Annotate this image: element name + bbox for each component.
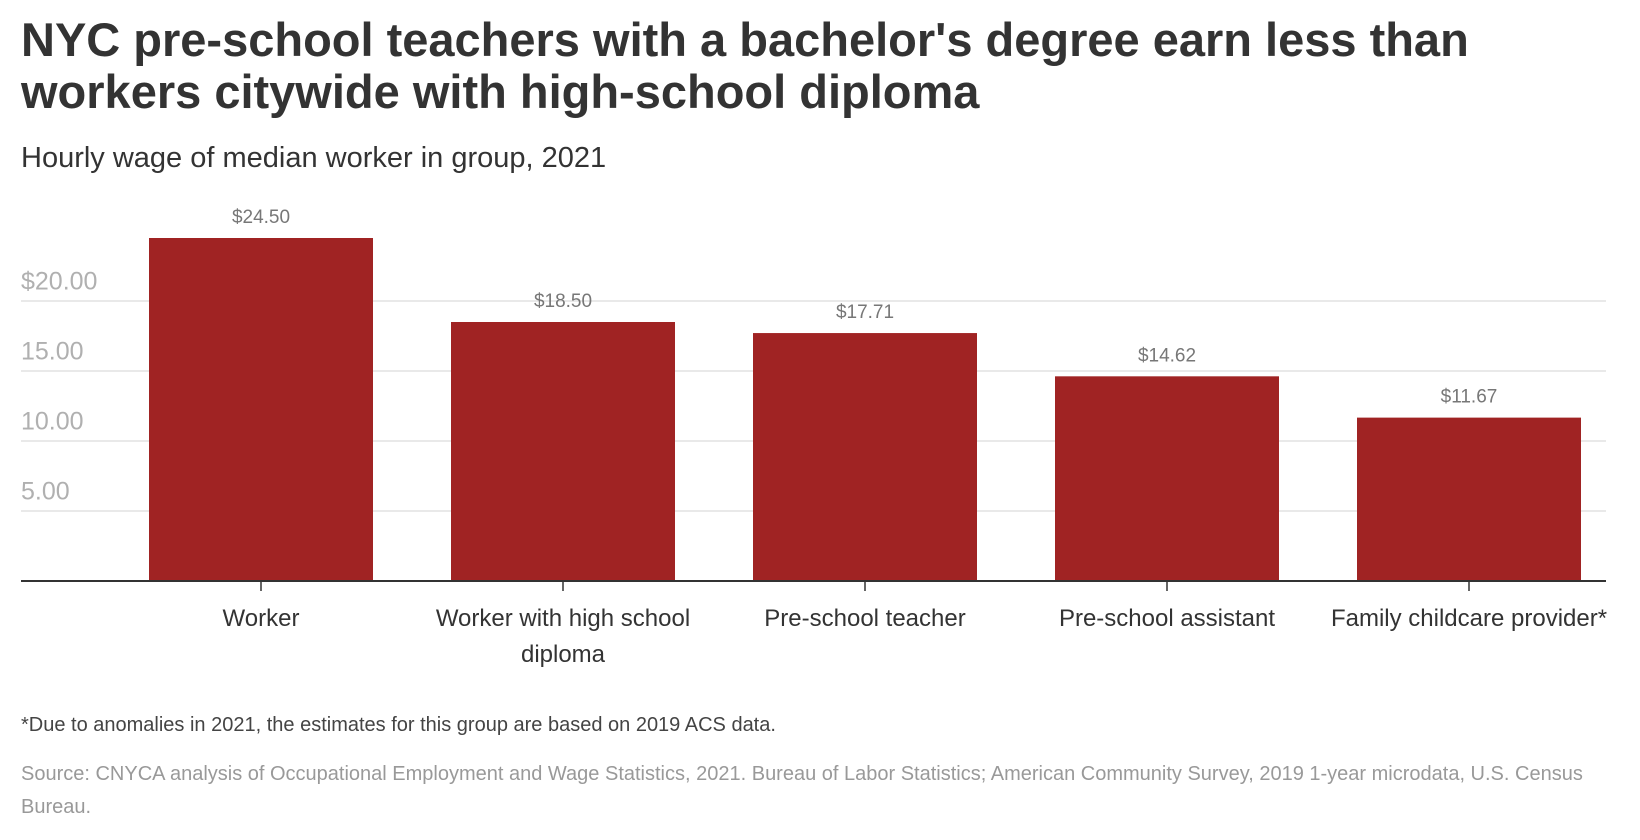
value-label: $24.50 [232, 207, 290, 228]
bar [753, 333, 977, 581]
y-tick-label: $20.00 [21, 268, 97, 296]
x-tick-label: Pre-school teacher [764, 605, 966, 632]
value-label: $17.71 [836, 302, 894, 323]
bar [1055, 376, 1279, 581]
x-tick-label: Worker [222, 605, 300, 632]
x-tick-label: Family childcare provider* [1330, 605, 1608, 632]
y-tick-label: 10.00 [21, 408, 84, 436]
bar [149, 238, 373, 581]
value-label: $14.62 [1138, 345, 1196, 366]
bar [1357, 417, 1581, 581]
x-tick-label: Worker with high school diploma [435, 605, 691, 668]
value-label: $18.50 [534, 291, 592, 312]
y-tick-label: 15.00 [21, 338, 84, 366]
source: Source: CNYCA analysis of Occupational E… [21, 763, 1583, 818]
y-tick-label: 5.00 [21, 478, 70, 506]
bar [451, 322, 675, 581]
x-tick-label: Pre-school assistant [1058, 605, 1276, 632]
footnote: *Due to anomalies in 2021, the estimates… [21, 714, 776, 736]
value-label: $11.67 [1441, 387, 1498, 408]
chart-title: NYC pre-school teachers with a bachelor'… [21, 13, 1469, 118]
chart-subtitle: Hourly wage of median worker in group, 2… [21, 142, 607, 174]
